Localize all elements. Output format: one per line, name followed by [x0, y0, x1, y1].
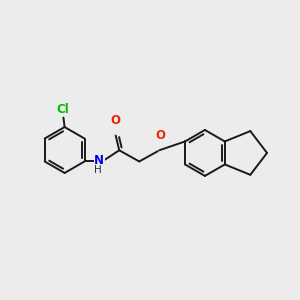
Text: O: O: [155, 129, 166, 142]
Text: N: N: [94, 154, 104, 167]
Text: O: O: [111, 114, 121, 127]
Text: H: H: [94, 165, 101, 175]
Text: Cl: Cl: [57, 103, 70, 116]
